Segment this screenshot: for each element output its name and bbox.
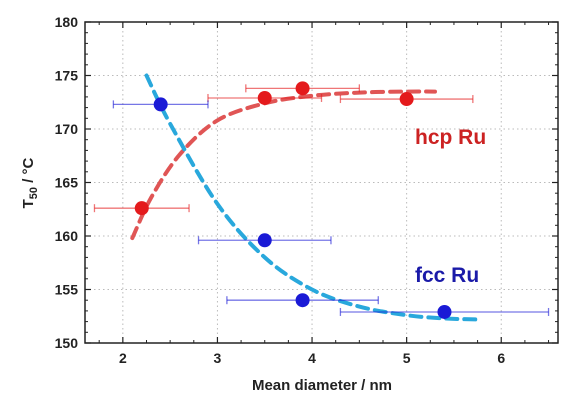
y-tick-label: 165: [55, 175, 79, 191]
tick-labels: 2 3 4 5 6 150 155 160 165 170 175 180: [55, 14, 506, 366]
y-tick-label: 150: [55, 335, 79, 351]
x-tick-label: 6: [497, 350, 505, 366]
x-tick-label: 5: [403, 350, 411, 366]
y-axis-title: T50 / °C: [20, 157, 40, 208]
data-point-fcc: [295, 293, 310, 308]
data-point-hcp: [134, 201, 149, 216]
x-axis-title: Mean diameter / nm: [252, 377, 392, 394]
axis-ticks: [85, 21, 558, 344]
data-points: [134, 81, 452, 319]
y-tick-label: 170: [55, 121, 79, 137]
x-tick-label: 4: [308, 350, 316, 366]
x-tick-label: 2: [119, 350, 127, 366]
fit-curve-fcc: [144, 73, 480, 322]
x-tick-label: 3: [214, 350, 222, 366]
data-point-fcc: [153, 97, 168, 112]
data-point-hcp: [257, 90, 272, 105]
y-tick-label: 155: [55, 282, 79, 298]
data-point-hcp: [295, 81, 310, 96]
y-tick-label: 175: [55, 68, 79, 84]
data-point-fcc: [257, 233, 272, 248]
y-tick-label: 180: [55, 14, 79, 30]
data-point-hcp: [399, 92, 414, 107]
series-label-hcp: hcp Ru: [415, 126, 486, 149]
series-label-fcc: fcc Ru: [415, 264, 479, 287]
data-point-fcc: [437, 304, 452, 319]
y-tick-label: 160: [55, 228, 79, 244]
